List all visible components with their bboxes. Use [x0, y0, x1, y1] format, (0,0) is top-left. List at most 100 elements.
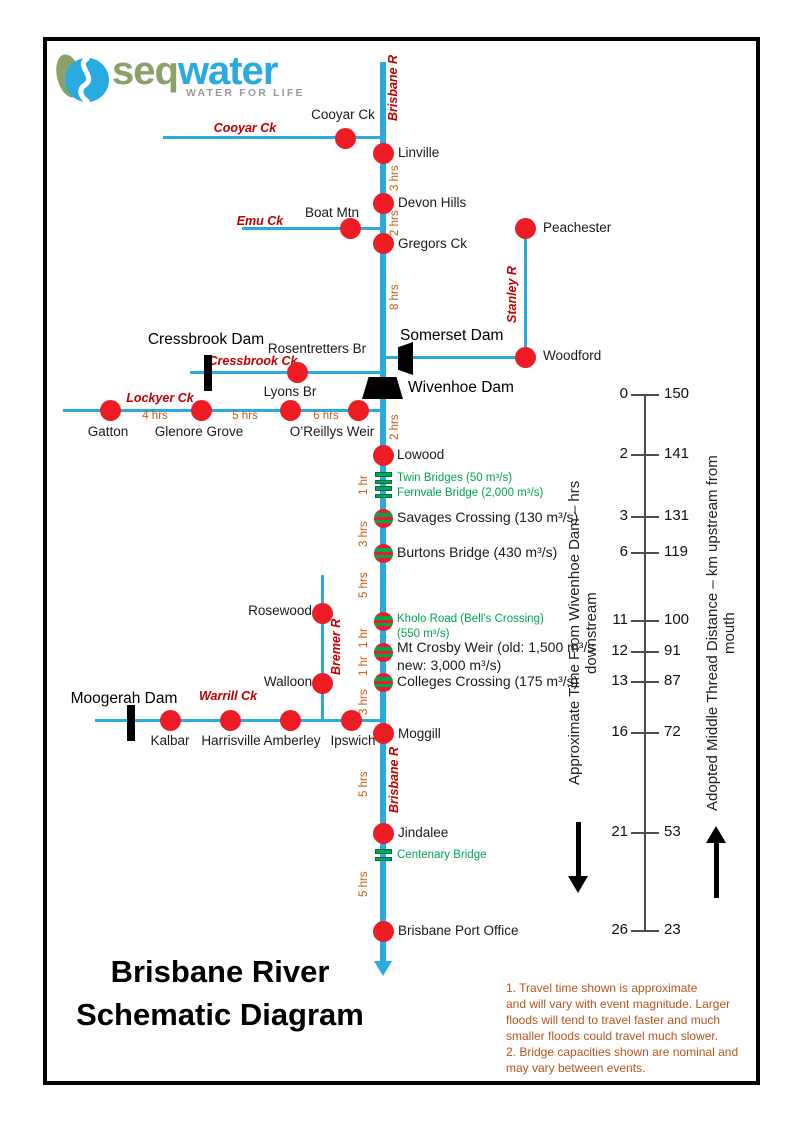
- dam-symbol-somerset-dam: [398, 342, 413, 375]
- travel-time-label-11: 5 hrs: [358, 871, 370, 897]
- river-label-cooyar-ck-1: Cooyar Ck: [213, 121, 277, 135]
- crossing-stripe: [373, 622, 393, 626]
- station-label-rosewood: Rosewood: [248, 603, 312, 618]
- river-label-brisbane-r-8: Brisbane R: [387, 747, 401, 813]
- distance-value-1: 141: [664, 445, 690, 462]
- time-value-4: 11: [612, 611, 628, 628]
- structure-label-centenary-bridge: Centenary Bridge: [397, 849, 487, 861]
- dam-symbol-wivenhoe-dam: [362, 377, 403, 399]
- scale-tick-4: [631, 620, 659, 622]
- time-value-9: 26: [611, 921, 628, 938]
- time-value-1: 2: [619, 445, 628, 462]
- page-border: [43, 37, 760, 1085]
- crossing-stripe: [373, 548, 393, 552]
- station-label-gregors-ck: Gregors Ck: [398, 236, 468, 251]
- bridge-symbol-twin-bridges-50-m-s-bar0: [374, 472, 392, 477]
- time-value-8: 21: [611, 823, 628, 840]
- bridge-symbol-centenary-bridge-bar0: [374, 849, 392, 854]
- upstream-arrow: [714, 842, 719, 898]
- crossing-symbol-colleges-crossing-175-m-s: [373, 672, 393, 692]
- station-dot-harrisville: [219, 709, 241, 731]
- crossing-stripe: [373, 554, 393, 558]
- river-segment-bremer-river: [321, 575, 324, 721]
- travel-time-label-2: 8 hrs: [389, 284, 401, 310]
- station-label-devon-hills: Devon Hills: [398, 195, 467, 210]
- station-label-woodford: Woodford: [543, 348, 602, 363]
- distance-value-4: 100: [664, 611, 690, 628]
- station-label-brisbane-port-office: Brisbane Port Office: [398, 923, 519, 938]
- travel-time-label-10: 5 hrs: [358, 771, 370, 797]
- station-dot-gatton: [99, 399, 121, 421]
- station-dot-rosentretters-br: [286, 361, 308, 383]
- scale-tick-9: [631, 930, 659, 932]
- travel-time-label-0: 3 hrs: [389, 165, 401, 191]
- river-segment-cooyar-creek: [163, 136, 383, 139]
- time-axis-label: Approximate Time From Wivenhoe Dam – hrs…: [566, 480, 600, 786]
- station-label-lyons-br: Lyons Br: [263, 384, 317, 399]
- station-label-kalbar: Kalbar: [150, 733, 190, 748]
- time-value-0: 0: [619, 385, 628, 402]
- crossing-stripe: [373, 513, 393, 517]
- station-label-linville: Linville: [398, 145, 440, 160]
- seqwater-logo-icon: [56, 51, 110, 105]
- scale-tick-0: [631, 394, 659, 396]
- station-label-walloon: Walloon: [263, 674, 313, 689]
- scale-tick-3: [631, 552, 659, 554]
- scale-tick-5: [631, 651, 659, 653]
- scale-axis-line: [644, 395, 646, 931]
- time-value-6: 13: [611, 672, 628, 689]
- station-dot-amberley: [279, 709, 301, 731]
- station-dot-lyons-br: [279, 399, 301, 421]
- upstream-arrow-head-icon: [706, 826, 726, 843]
- time-value-3: 6: [619, 543, 628, 560]
- structure-label-colleges-crossing-175-m-s: Colleges Crossing (175 m³/s): [397, 673, 579, 689]
- dam-label-cressbrook-dam: Cressbrook Dam: [147, 331, 265, 348]
- dam-label-moogerah-dam: Moogerah Dam: [70, 690, 178, 707]
- station-dot-kalbar: [159, 709, 181, 731]
- distance-value-9: 23: [664, 921, 681, 938]
- river-label-cressbrook-ck-4: Cressbrook Ck: [208, 354, 298, 368]
- river-segment-stanley-river-vertical: [524, 228, 527, 358]
- crossing-symbol-burtons-bridge-430-m-s: [373, 543, 393, 563]
- river-label-lockyer-ck-5: Lockyer Ck: [126, 391, 194, 405]
- station-label-amberley: Amberley: [263, 733, 321, 748]
- station-label-lowood: Lowood: [397, 447, 445, 462]
- distance-value-3: 119: [664, 543, 688, 560]
- station-dot-woodford: [514, 346, 536, 368]
- distance-value-8: 53: [664, 823, 681, 840]
- travel-time-label-12: 4 hrs: [142, 410, 168, 422]
- river-label-emu-ck-2: Emu Ck: [236, 214, 284, 228]
- crossing-stripe: [373, 683, 393, 687]
- scale-tick-8: [631, 832, 659, 834]
- station-dot-lowood: [372, 444, 394, 466]
- bridge-symbol-centenary-bridge-bar1: [374, 856, 392, 861]
- downstream-arrow: [576, 822, 581, 878]
- scale-tick-1: [631, 454, 659, 456]
- logo-tagline: WATER FOR LIFE: [186, 87, 305, 99]
- station-dot-cooyar-ck: [334, 127, 356, 149]
- station-label-rosentretters-br: Rosentretters Br: [267, 341, 367, 356]
- travel-time-label-8: 1 hr: [358, 656, 370, 676]
- crossing-stripe: [373, 653, 393, 657]
- crossing-stripe: [373, 677, 393, 681]
- travel-time-label-13: 5 hrs: [232, 410, 258, 422]
- downstream-arrow-head-icon: [568, 876, 588, 893]
- page-title-line1: Brisbane River: [110, 954, 330, 989]
- travel-time-label-14: 6 hrs: [313, 410, 339, 422]
- dam-symbol-moogerah-dam: [127, 705, 135, 741]
- structure-label-kholo-road-bell-s-crossing: Kholo Road (Bell’s Crossing) (550 m³/s): [397, 613, 544, 640]
- river-label-stanley-r-3: Stanley R: [505, 266, 519, 324]
- structure-label-twin-bridges-50-m-s: Twin Bridges (50 m³/s): [397, 472, 513, 484]
- river-segment-lockyer-creek: [63, 409, 383, 412]
- river-segment-emu-creek: [242, 227, 383, 230]
- station-dot-boat-mtn: [339, 217, 361, 239]
- station-label-ipswich: Ipswich: [330, 733, 376, 748]
- station-dot-brisbane-port-office: [372, 920, 394, 942]
- distance-value-7: 72: [664, 723, 681, 740]
- page-title: Brisbane River Schematic Diagram: [45, 951, 395, 1037]
- station-dot-gregors-ck: [372, 232, 394, 254]
- station-dot-moggill: [372, 722, 394, 744]
- page-title-line2: Schematic Diagram: [76, 996, 364, 1032]
- scale-tick-2: [631, 516, 659, 518]
